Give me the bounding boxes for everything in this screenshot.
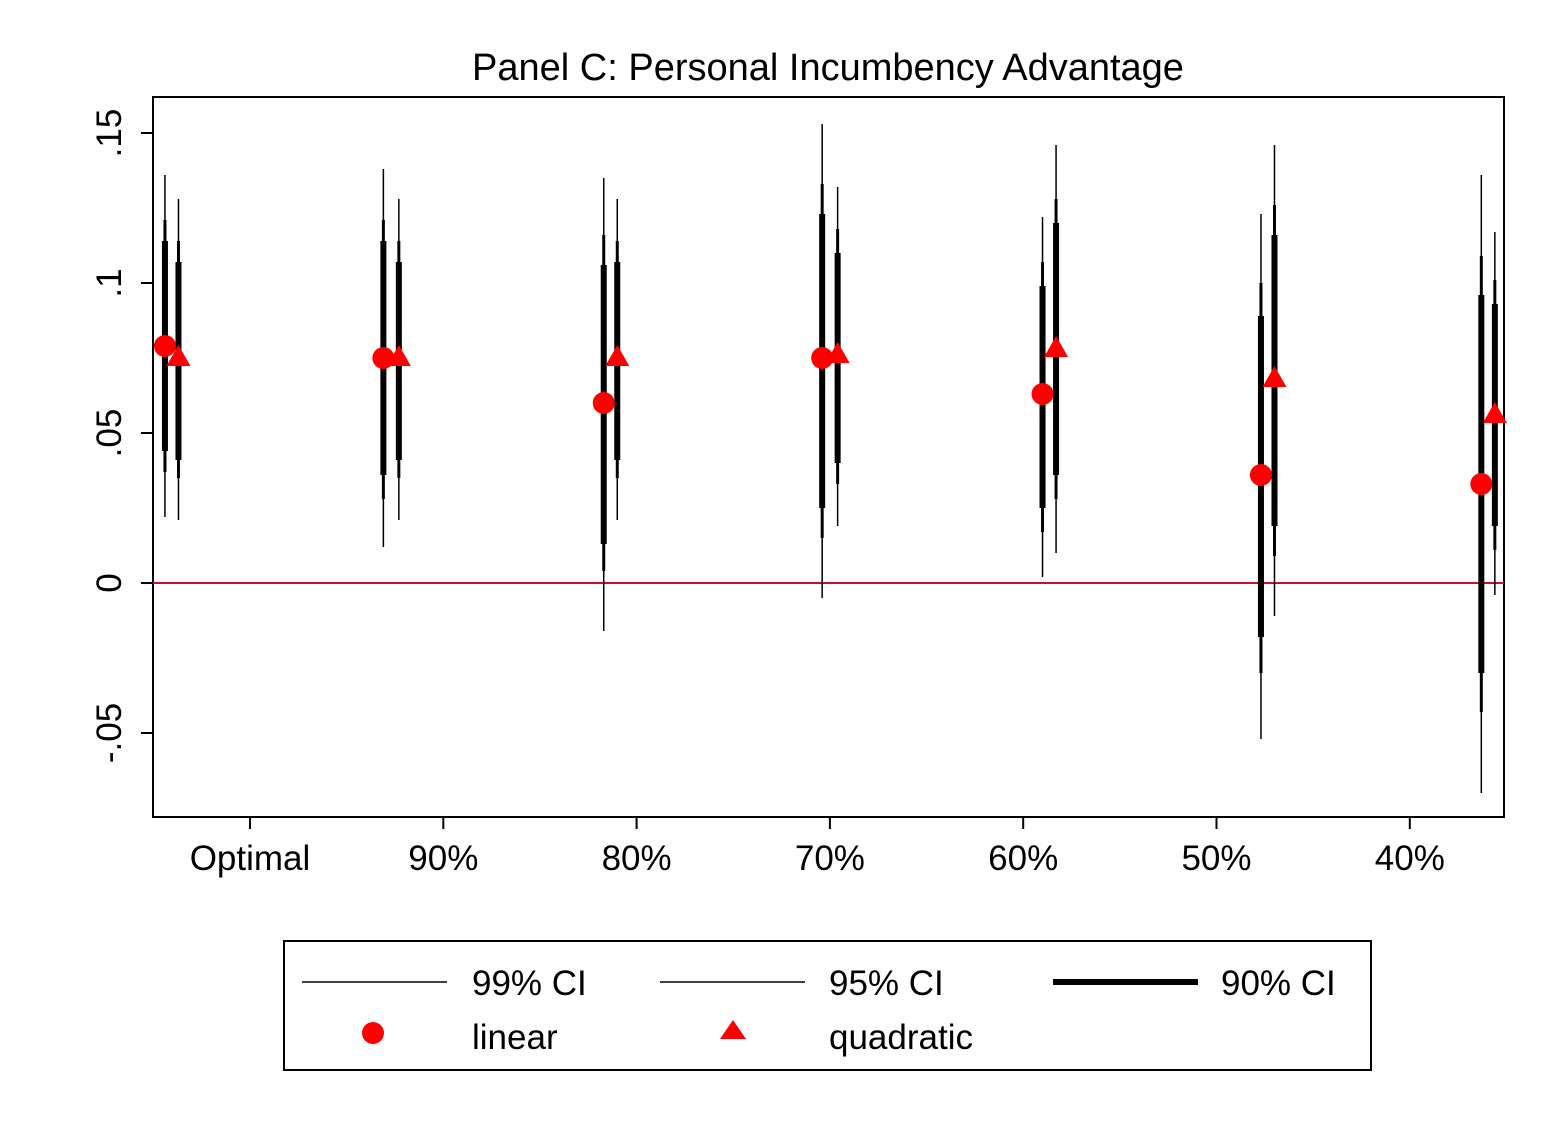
legend: 99% CI 95% CI 90% CI linear quadratic [283,940,1372,1071]
marker-quadratic [1482,402,1507,423]
plot-area [152,96,1505,818]
y-tick-label: .05 [90,409,129,458]
x-axis: Optimal 90% 80% 70% 60% 50% 40% [190,817,1445,878]
chart-title: Panel C: Personal Incumbency Advantage [472,47,1184,89]
legend-ci99-label: 99% CI [472,964,587,1003]
marker-quadratic [166,345,191,366]
legend-box [283,940,1372,1071]
marker-linear [153,335,176,357]
x-tick-label: 60% [988,839,1058,878]
x-tick-label: 70% [795,839,865,878]
x-tick-label: 90% [408,839,478,878]
x-tick-label: 80% [602,839,672,878]
legend-linear-label: linear [472,1018,558,1057]
marker-linear [592,392,615,414]
marker-linear [1249,464,1272,486]
marker-quadratic [1044,336,1069,357]
y-tick-label: -.05 [90,703,129,763]
x-tick-label: 50% [1181,839,1251,878]
point-estimates [153,335,1507,495]
y-tick-label: 0 [90,573,129,592]
y-tick-label: .1 [90,268,129,297]
y-axis: -.05 0 .05 .1 .15 [90,109,153,763]
x-tick-label: 40% [1375,839,1445,878]
legend-quadratic-marker [720,1020,746,1039]
marker-linear [1031,383,1054,405]
x-tick-label: Optimal [190,839,311,878]
marker-linear [1470,473,1493,495]
legend-ci90-label: 90% CI [1221,964,1336,1003]
y-tick-label: .15 [90,109,129,158]
marker-quadratic [1262,366,1287,387]
legend-linear-marker [362,1022,384,1044]
marker-linear [811,347,834,369]
marker-quadratic [605,345,630,366]
marker-quadratic [825,342,850,363]
legend-quadratic-label: quadratic [829,1018,973,1057]
legend-ci95-label: 95% CI [829,964,944,1003]
marker-quadratic [386,345,411,366]
